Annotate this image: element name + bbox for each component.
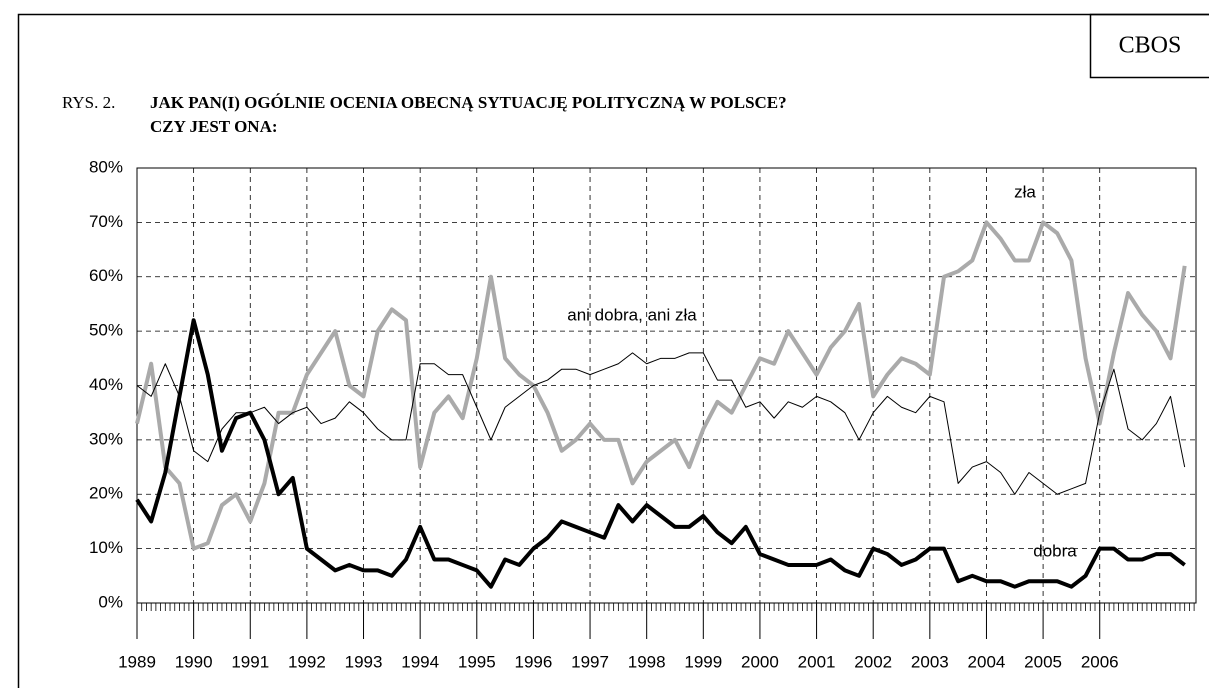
y-tick-label: 50%	[89, 321, 123, 340]
series-line	[136, 352, 1186, 495]
y-tick-label: 70%	[89, 212, 123, 231]
x-tick-label: 1993	[345, 652, 383, 671]
chart-subtitle: CZY JEST ONA:	[150, 117, 278, 136]
x-tick-label: 1989	[118, 652, 156, 671]
y-tick-label: 80%	[89, 157, 123, 176]
y-tick-label: 60%	[89, 266, 123, 285]
x-tick-label: 1998	[628, 652, 666, 671]
figure-label: RYS. 2.	[62, 93, 115, 112]
x-tick-label: 1996	[515, 652, 553, 671]
x-tick-label: 1990	[175, 652, 213, 671]
x-tick-label: 2000	[741, 652, 779, 671]
frame	[17, 13, 1209, 688]
x-tick-label: 1997	[571, 652, 609, 671]
series-annotation: zła	[1014, 182, 1036, 201]
x-tick-label: 1991	[231, 652, 269, 671]
series-annotation: ani dobra, ani zła	[567, 305, 697, 324]
y-tick-label: 40%	[89, 375, 123, 394]
y-tick-label: 10%	[89, 538, 123, 557]
x-tick-label: 1995	[458, 652, 496, 671]
x-tick-label: 1992	[288, 652, 326, 671]
y-tick-label: 30%	[89, 429, 123, 448]
x-tick-label: 2005	[1024, 652, 1062, 671]
source-box	[1089, 13, 1209, 79]
source: CBOS	[1119, 33, 1182, 59]
x-tick-label: 1994	[401, 652, 439, 671]
series-line	[135, 318, 1186, 589]
series-annotation: dobra	[1033, 541, 1077, 560]
x-tick-label: 2003	[911, 652, 949, 671]
x-tick-label: 2001	[798, 652, 836, 671]
x-tick-label: 2004	[968, 652, 1006, 671]
y-tick-label: 0%	[98, 592, 123, 611]
y-tick-label: 20%	[89, 484, 123, 503]
series-line	[135, 220, 1187, 551]
x-tick-label: 1999	[684, 652, 722, 671]
x-tick-label: 2006	[1081, 652, 1119, 671]
chart-title: JAK PAN(I) OGÓLNIE OCENIA OBECNĄ SYTUACJ…	[150, 93, 787, 112]
x-tick-label: 2002	[854, 652, 892, 671]
